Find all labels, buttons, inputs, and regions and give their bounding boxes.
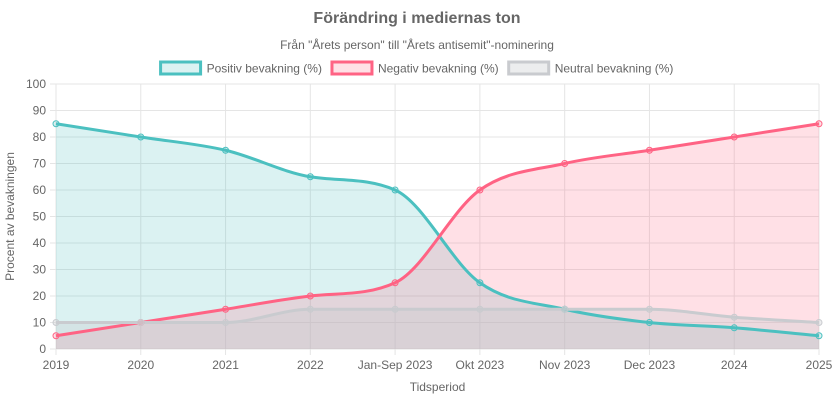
series-3-point[interactable] xyxy=(306,305,314,313)
x-tick-label: 2025 xyxy=(806,358,833,372)
axis-ticks: 0 10 20 30 40 50 60 70 80 90 100 2019 2020 2021 2022 Ja… xyxy=(26,77,833,372)
y-tick-label: 60 xyxy=(33,183,47,197)
series-3-point[interactable] xyxy=(815,319,823,326)
legend-label: Negativ bevakning (%) xyxy=(378,62,499,76)
y-tick-label: 90 xyxy=(33,104,47,118)
series-3-point[interactable] xyxy=(476,305,484,313)
chart-title: Förändring i mediernas ton xyxy=(313,10,520,27)
series-2-point[interactable] xyxy=(52,332,60,340)
x-tick-label: Nov 2023 xyxy=(539,358,591,372)
series-1-point[interactable] xyxy=(476,279,484,287)
series-2-point[interactable] xyxy=(730,133,738,141)
legend-label: Positiv bevakning (%) xyxy=(207,62,322,76)
series-2-area xyxy=(56,123,819,349)
series-2-point[interactable] xyxy=(645,146,653,154)
series-3-line xyxy=(56,307,820,325)
series-1-line xyxy=(55,122,820,338)
series-1-area xyxy=(56,123,819,349)
y-tick-label: 30 xyxy=(33,263,47,277)
series-points xyxy=(52,120,823,340)
series-3-point[interactable] xyxy=(645,305,653,313)
series-1-point[interactable] xyxy=(391,186,399,194)
legend-item[interactable]: Neutral bevakning (%) xyxy=(507,60,674,76)
series-3-point[interactable] xyxy=(730,313,738,321)
chart-subtitle: Från "Årets person" till "Årets antisemi… xyxy=(280,37,554,52)
legend: Positiv bevakning (%) Negativ bevakning (… xyxy=(159,60,674,76)
y-tick-label: 10 xyxy=(33,316,47,330)
y-tick-label: 100 xyxy=(26,77,46,91)
legend-label: Neutral bevakning (%) xyxy=(555,62,674,76)
series-1-point[interactable] xyxy=(815,332,823,340)
series-3-point[interactable] xyxy=(561,305,569,313)
series-1-point[interactable] xyxy=(306,173,314,181)
series-1-point[interactable] xyxy=(730,324,738,332)
series-2-point[interactable] xyxy=(476,186,484,194)
y-tick-label: 40 xyxy=(33,236,47,250)
x-tick-label: 2022 xyxy=(297,358,324,372)
series-2-line xyxy=(55,122,820,338)
y-tick-label: 0 xyxy=(39,342,46,356)
legend-swatch xyxy=(330,60,374,76)
legend-item[interactable]: Positiv bevakning (%) xyxy=(159,60,322,76)
series-lines xyxy=(55,122,820,338)
x-tick-label: 2021 xyxy=(212,358,239,372)
series-1-point[interactable] xyxy=(645,319,653,326)
series-3-point[interactable] xyxy=(222,319,230,326)
y-tick-label: 70 xyxy=(33,157,47,171)
y-tick-label: 80 xyxy=(33,130,47,144)
series-1-point[interactable] xyxy=(137,133,145,141)
legend-swatch xyxy=(159,60,203,76)
series-2-point[interactable] xyxy=(561,160,569,167)
x-tick-label: Okt 2023 xyxy=(456,358,505,372)
series-1-point[interactable] xyxy=(222,146,230,154)
legend-swatch xyxy=(507,60,551,76)
series-3-point[interactable] xyxy=(137,319,145,326)
series-2-point[interactable] xyxy=(222,305,230,313)
y-axis-label: Procent av bevakningen xyxy=(3,152,17,281)
x-tick-label: 2024 xyxy=(721,358,748,372)
series-3-point[interactable] xyxy=(391,305,399,313)
series-3-point[interactable] xyxy=(52,319,60,326)
series-2-point[interactable] xyxy=(815,120,823,128)
x-tick-label: Jan-Sep 2023 xyxy=(358,358,433,372)
y-tick-label: 50 xyxy=(33,210,47,224)
series-2-point[interactable] xyxy=(391,279,399,287)
x-tick-label: Dec 2023 xyxy=(624,358,676,372)
series-2-point[interactable] xyxy=(306,292,314,300)
series-1-point[interactable] xyxy=(52,120,60,128)
x-tick-label: 2019 xyxy=(43,358,70,372)
x-axis-label: Tidsperiod xyxy=(410,380,466,394)
legend-item[interactable]: Negativ bevakning (%) xyxy=(330,60,499,76)
y-tick-label: 20 xyxy=(33,289,47,303)
x-tick-label: 2020 xyxy=(127,358,154,372)
